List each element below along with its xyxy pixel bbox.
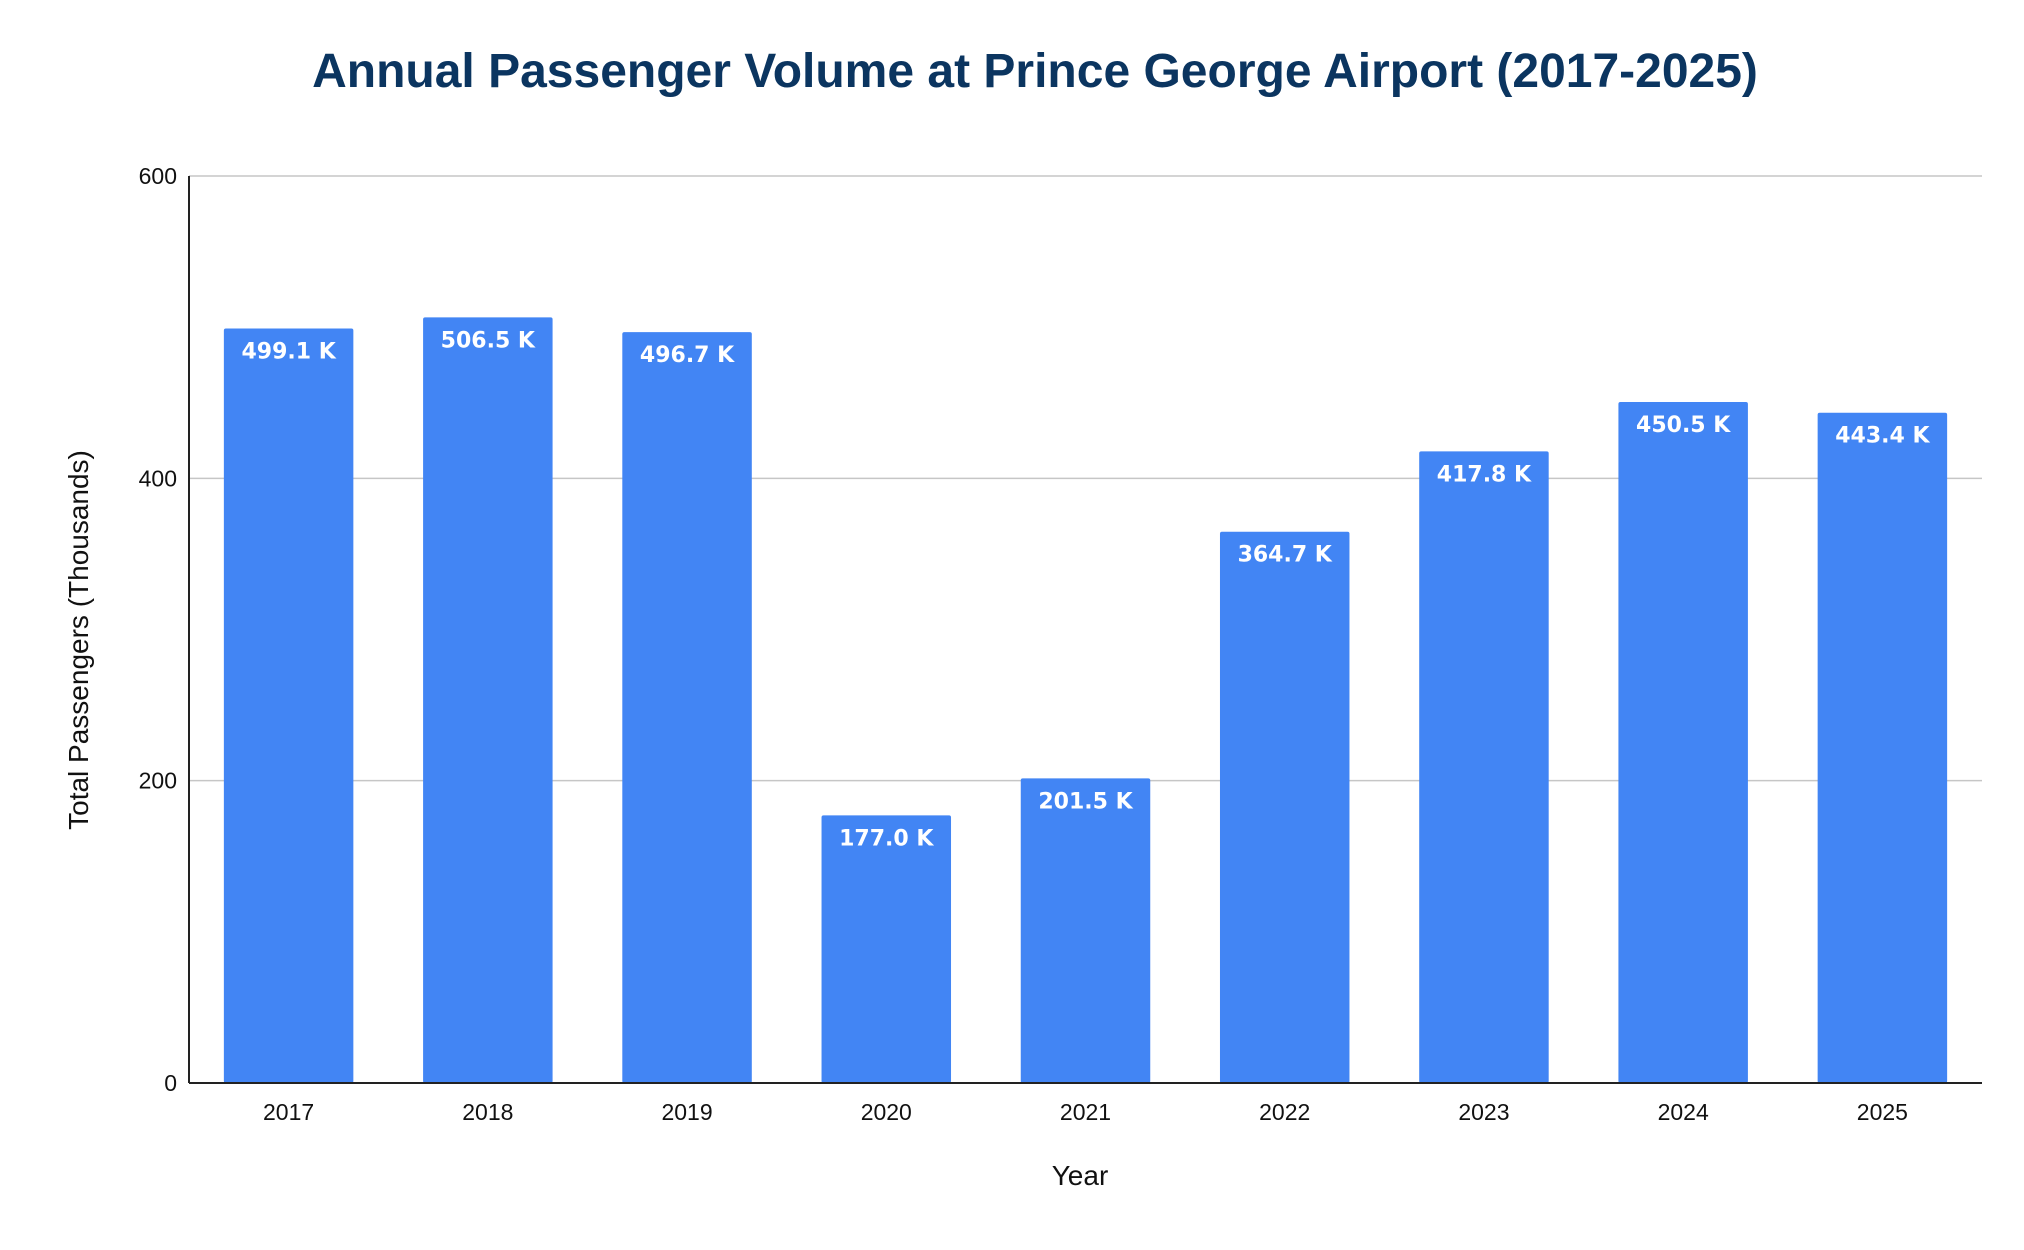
bar-2019 [622,332,752,1083]
data-label: 499.1 K [241,340,336,365]
x-tick-labels: 2017 2018 2019 2020 2021 2022 2023 2024 2025 [263,1099,1908,1125]
x-tick-label: 2019 [661,1099,712,1125]
bar-2024 [1618,401,1748,1084]
axes [188,176,1982,1084]
data-label: 443.4 K [1835,424,1930,449]
data-label: 177.0 K [839,826,934,851]
x-tick-label: 2021 [1060,1099,1111,1125]
data-label: 364.7 K [1238,543,1333,568]
y-tick-label: 0 [164,1070,177,1096]
y-tick-label: 600 [139,163,177,189]
bar-2022 [1219,531,1350,1083]
x-tick-label: 2025 [1857,1099,1908,1125]
data-label: 450.5 K [1636,413,1731,438]
bars [223,317,1948,1084]
bar-2021 [1020,778,1151,1083]
y-tick-label: 400 [139,465,177,491]
x-tick-label: 2020 [861,1099,912,1125]
bar-2017 [223,328,354,1083]
x-axis-title: Year [1052,1160,1109,1191]
data-label: 496.7 K [640,343,735,368]
chart-title: Annual Passenger Volume at Prince George… [312,45,1758,98]
data-label: 506.5 K [441,328,536,353]
y-tick-labels: 0 200 400 600 [139,163,177,1096]
x-tick-label: 2017 [263,1099,314,1125]
data-label: 417.8 K [1437,462,1532,487]
data-label: 201.5 K [1038,789,1133,814]
bar-2020 [821,815,952,1083]
data-labels: 499.1 K 506.5 K 496.7 K 177.0 K 201.5 K 364.7… [241,328,1930,851]
bar-2023 [1419,451,1549,1083]
x-tick-label: 2022 [1259,1099,1310,1125]
y-tick-label: 200 [139,768,177,794]
x-tick-label: 2023 [1458,1099,1509,1125]
bar-2025 [1817,412,1948,1083]
bar-2018 [423,317,553,1083]
y-axis-title: Total Passengers (Thousands) [63,450,94,830]
x-tick-label: 2024 [1658,1099,1709,1125]
x-tick-label: 2018 [462,1099,513,1125]
